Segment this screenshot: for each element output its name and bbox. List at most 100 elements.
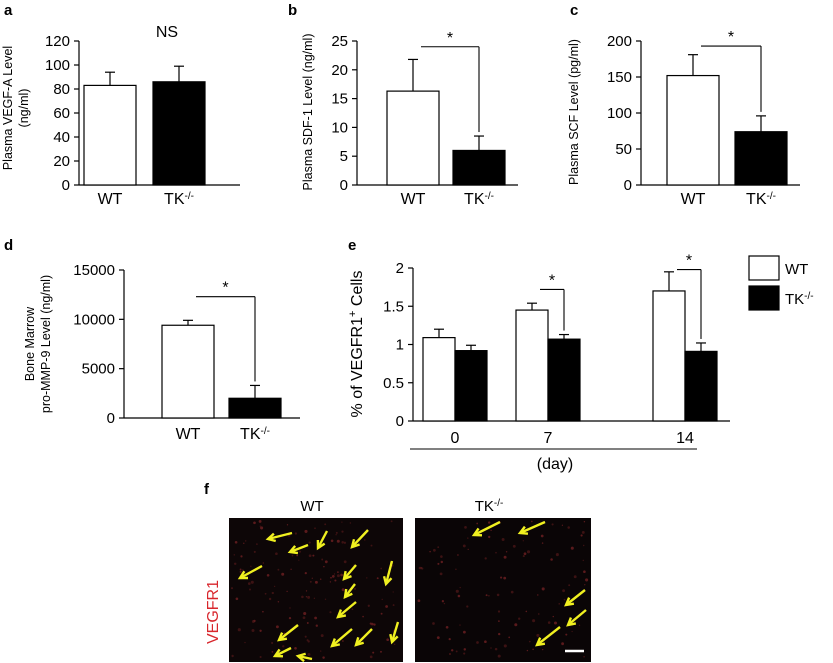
speckle — [305, 596, 308, 598]
speckle — [441, 600, 445, 603]
bar-tk — [228, 397, 282, 419]
speckle — [307, 595, 311, 599]
micrograph-panel-f: VEGFR1 WT TK-/- — [205, 498, 591, 663]
arrow-shaft — [567, 609, 587, 626]
panel-label-b: b — [288, 2, 297, 19]
x-category-label: TK-/- — [240, 426, 270, 444]
speckle — [497, 654, 501, 658]
speckle — [319, 578, 322, 580]
bar-tk — [734, 131, 788, 186]
speckle — [553, 621, 558, 625]
speckle — [362, 615, 364, 618]
speckle — [390, 520, 393, 523]
speckle — [302, 616, 306, 620]
speckle — [565, 633, 568, 636]
y-axis-label-tail: Cells — [349, 271, 366, 311]
bar-tk — [452, 149, 506, 186]
speckle — [583, 655, 585, 658]
speckle — [233, 562, 237, 566]
speckle — [343, 541, 347, 544]
speckle — [371, 622, 374, 626]
speckle — [536, 633, 540, 637]
speckle — [542, 648, 544, 651]
x-category-label-main: WT — [681, 191, 706, 208]
speckle — [275, 552, 278, 556]
x-category-label-main: TK — [240, 426, 261, 443]
speckle — [286, 590, 288, 593]
speckle — [385, 605, 388, 608]
speckle — [563, 598, 566, 601]
speckle — [323, 565, 325, 568]
speckle — [336, 574, 340, 578]
arrow-head — [277, 632, 288, 642]
y-tick-label: 20 — [53, 153, 70, 170]
speckle — [376, 577, 379, 580]
speckle — [266, 574, 270, 577]
speckle — [436, 636, 440, 640]
speckle — [234, 540, 238, 544]
micrograph-arrows — [237, 520, 587, 663]
arrow-shaft — [384, 560, 394, 585]
panel-label-c: c — [570, 2, 578, 19]
significance-star: * — [222, 280, 228, 297]
arrow-head — [350, 538, 360, 549]
speckle — [281, 572, 285, 576]
speckle — [585, 578, 589, 582]
y-axis-label: Bone Marrow — [23, 306, 37, 381]
speckle — [420, 567, 423, 569]
speckle — [541, 587, 545, 591]
arrow-shaft — [289, 543, 309, 554]
y-tick-label: 100 — [607, 105, 632, 122]
speckle — [433, 548, 436, 552]
y-tick-label: 0 — [107, 410, 115, 427]
arrow-head — [343, 588, 353, 599]
speckle — [341, 530, 344, 533]
significance-star: * — [728, 29, 734, 46]
speckle — [299, 550, 301, 553]
speckle — [280, 658, 283, 660]
arrow-shaft — [536, 626, 561, 646]
speckle — [271, 591, 274, 595]
y-tick-label: 5000 — [82, 361, 115, 378]
speckle — [259, 655, 262, 659]
speckle — [259, 629, 262, 632]
y-tick-label: 0 — [396, 413, 404, 430]
x-category-label: 7 — [544, 430, 553, 447]
speckle — [429, 550, 431, 553]
speckle — [380, 567, 383, 570]
speckle — [304, 571, 307, 575]
speckle — [496, 593, 500, 597]
speckle — [541, 542, 544, 544]
speckle — [537, 594, 539, 596]
arrow-head — [287, 545, 299, 555]
y-tick-label: 15000 — [73, 262, 115, 279]
speckle — [448, 637, 451, 641]
speckle — [282, 645, 285, 648]
speckle — [485, 594, 488, 597]
speckle — [301, 595, 304, 599]
bar-wt-day-7 — [515, 309, 549, 422]
speckle — [583, 521, 586, 523]
legend-label-main: TK — [785, 291, 804, 308]
speckle — [495, 551, 497, 554]
speckle — [335, 531, 338, 534]
speckle — [528, 640, 531, 643]
arrow-shaft — [473, 520, 501, 537]
speckle — [298, 559, 300, 561]
speckle — [581, 530, 585, 534]
x-category-label: TK-/- — [746, 191, 776, 209]
arrow-shaft — [267, 531, 293, 541]
x-category-label: TK-/- — [464, 191, 494, 209]
speckle — [314, 580, 318, 584]
speckle — [271, 651, 274, 653]
speckle — [440, 560, 444, 564]
arrow-head — [342, 570, 352, 581]
speckle — [568, 584, 571, 587]
speckle — [386, 638, 390, 642]
speckle — [329, 611, 332, 614]
speckle — [526, 649, 529, 652]
x-category-label-sup: -/- — [485, 191, 494, 202]
speckle — [230, 587, 234, 590]
y-tick-label: 0 — [62, 177, 70, 194]
speckle — [488, 535, 491, 539]
